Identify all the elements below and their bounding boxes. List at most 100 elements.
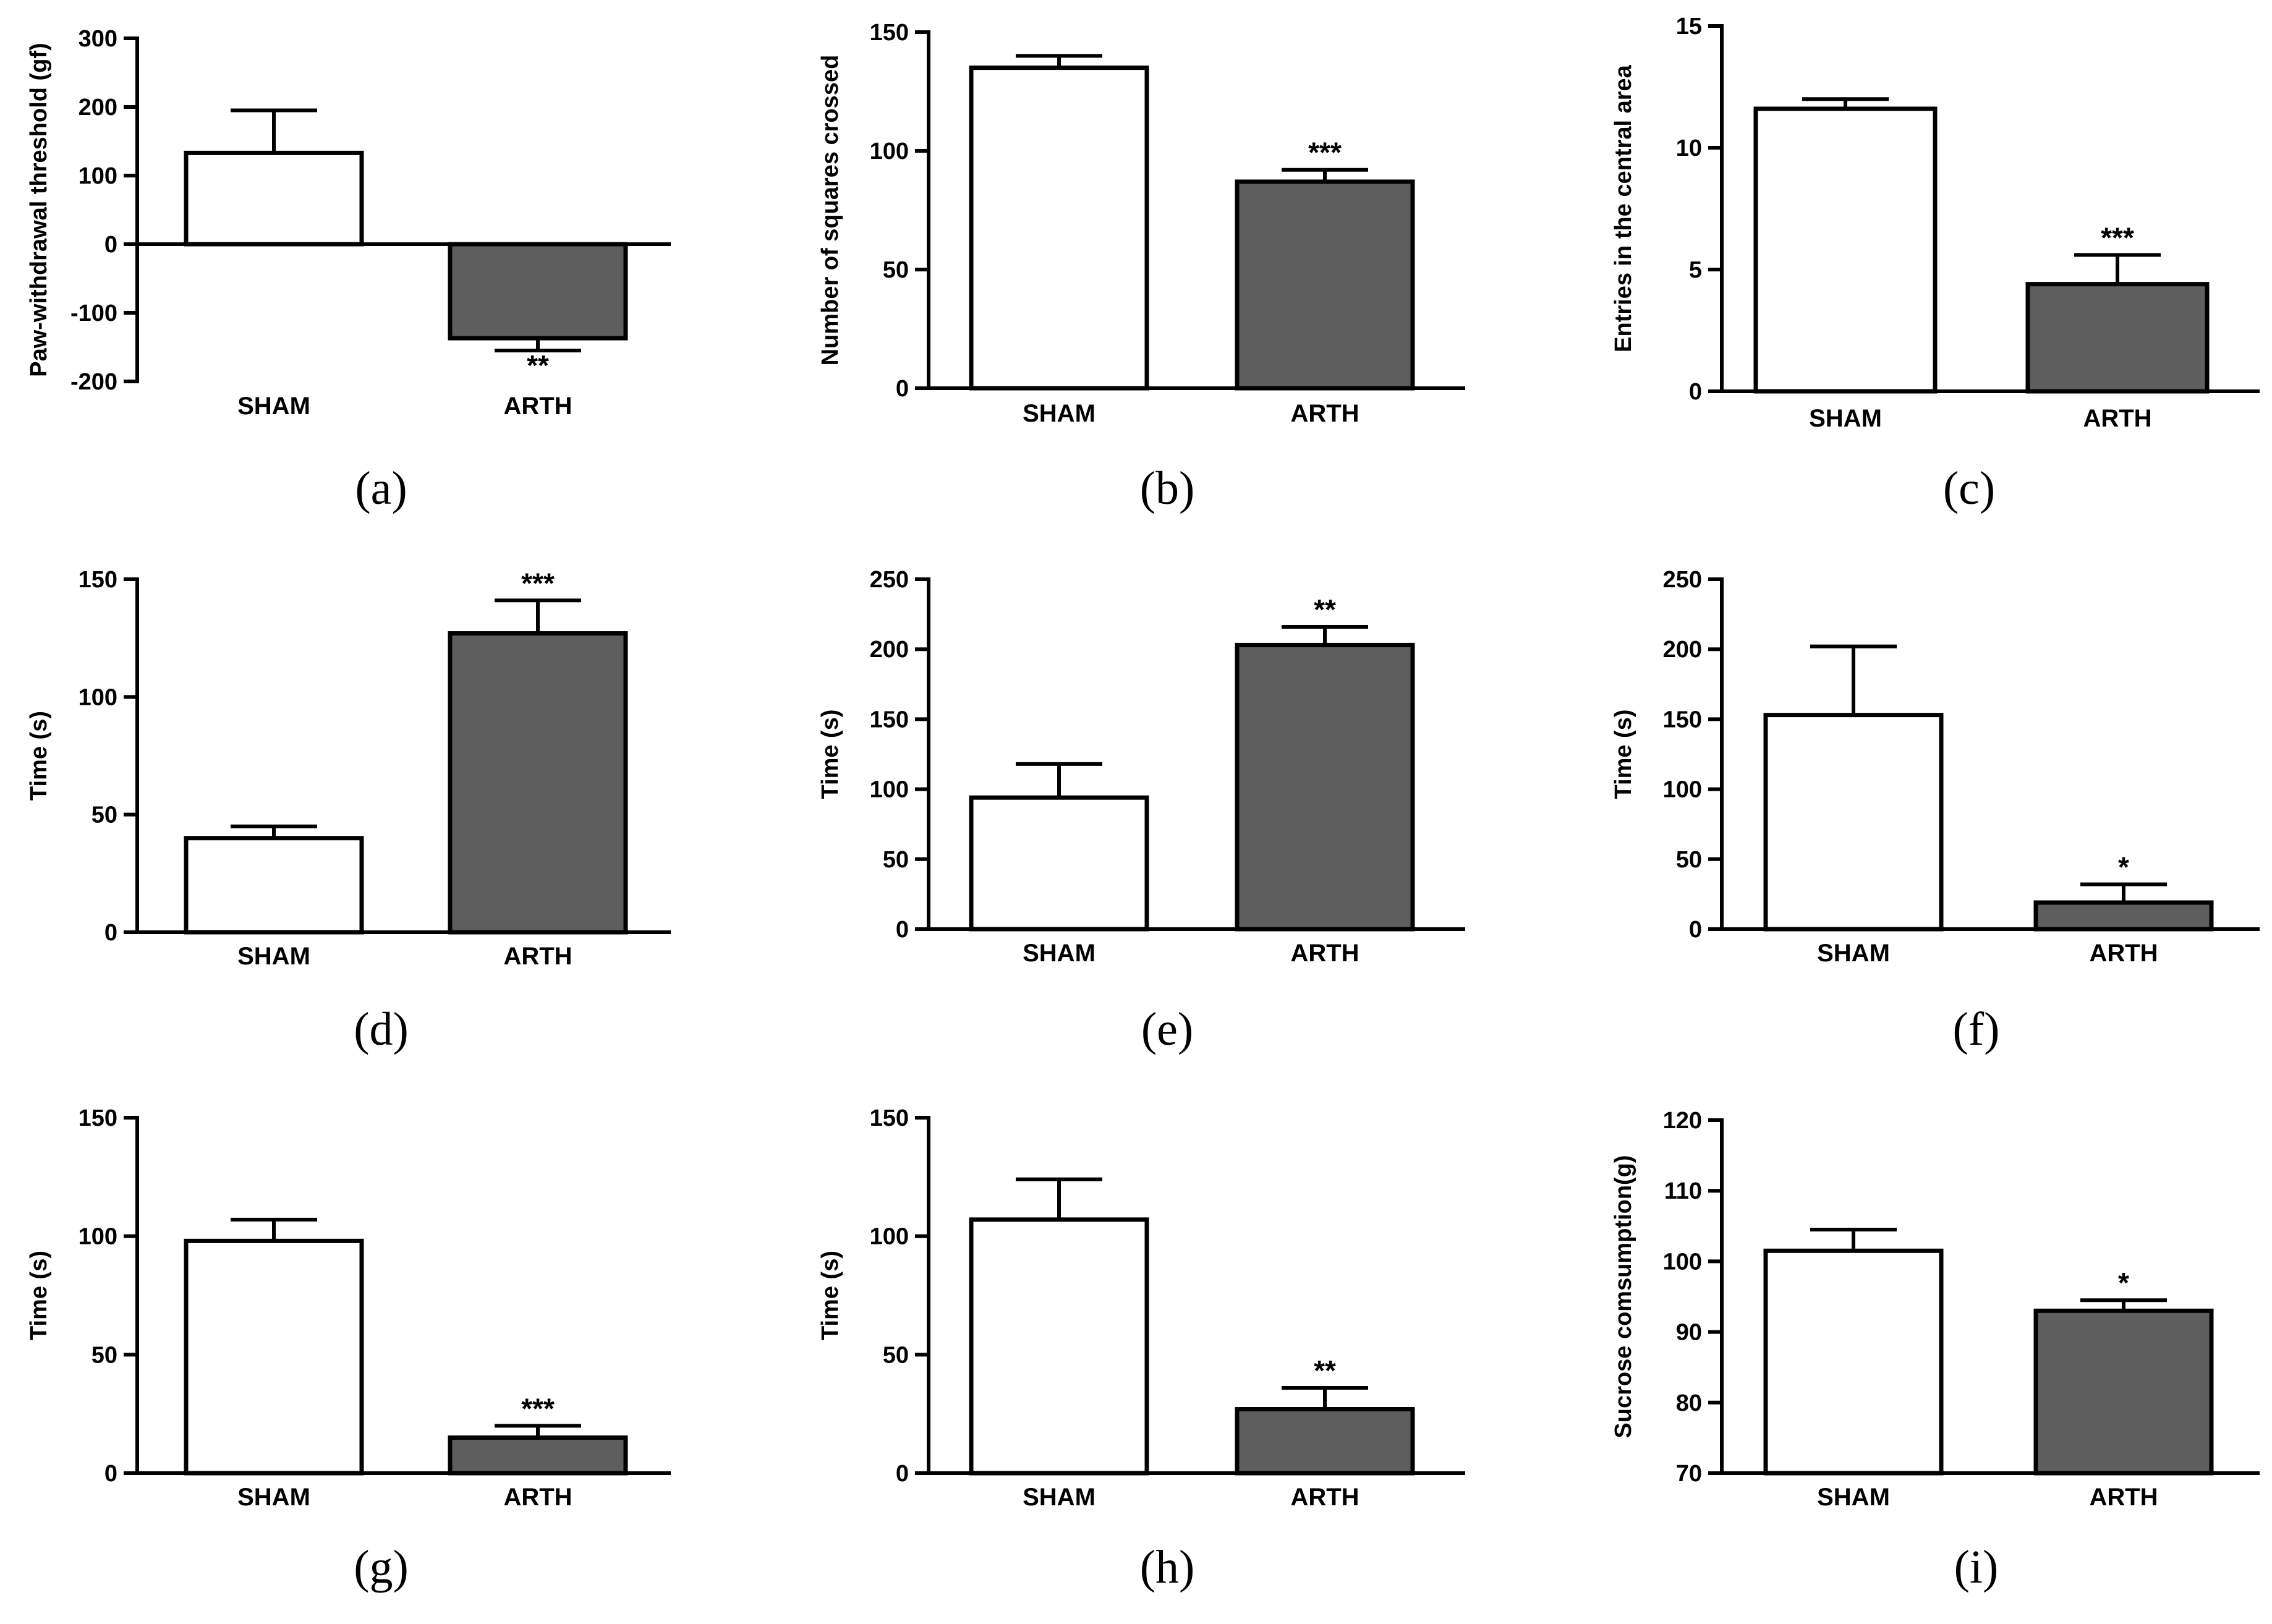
significance-marker: ** (1314, 593, 1336, 626)
significance-marker: *** (1308, 137, 1342, 169)
y-axis-title: Sucrose comsumption(g) (1610, 1155, 1636, 1438)
y-axis-title: Time (s) (26, 711, 52, 801)
bar-sham (969, 1217, 1149, 1476)
category-label-sham: SHAM (1023, 940, 1096, 967)
y-tick-label: 50 (883, 847, 909, 873)
category-label-arth: ARTH (2089, 1484, 2158, 1511)
y-tick-label: 0 (896, 376, 909, 402)
bar-arth (448, 242, 628, 341)
y-tick-label: -200 (70, 369, 117, 395)
y-tick-label: 10 (1676, 135, 1702, 161)
bar-sham (1763, 713, 1944, 932)
category-label-sham: SHAM (237, 943, 310, 970)
y-tick-label: 100 (870, 1224, 909, 1250)
category-label-arth: ARTH (503, 1484, 572, 1511)
y-axis-title: Number of squares crossed (817, 55, 843, 366)
chart-panel-g: *** 0 50 100 150 SHAM ARTH Time (s) (g) (26, 1105, 671, 1593)
y-tick-label: 50 (883, 257, 909, 283)
y-tick-label: 0 (104, 920, 117, 946)
y-tick-label: 200 (79, 95, 117, 121)
y-tick-label: 0 (896, 917, 909, 943)
category-label-arth: ARTH (1290, 940, 1359, 967)
y-axis-title: Time (s) (817, 709, 843, 799)
category-label-sham: SHAM (1817, 1484, 1890, 1511)
y-tick-label: 50 (883, 1342, 909, 1368)
category-label-sham: SHAM (237, 1484, 310, 1511)
chart-panel-d: *** 0 50 100 150 SHAM ARTH Time (s) (d) (26, 567, 671, 1055)
panel-label: (a) (355, 462, 407, 514)
chart-panel-i: * 70 80 90 100 110 120 SHAM ARTH Sucrose comsumpt… (1610, 1108, 2260, 1593)
category-label-arth: ARTH (503, 943, 572, 970)
y-tick-label: 150 (870, 707, 909, 733)
y-tick-label: 100 (79, 1224, 117, 1250)
category-label-sham: SHAM (1023, 1484, 1096, 1511)
y-tick-label: 50 (91, 1342, 117, 1368)
y-axis-title: Time (s) (1610, 709, 1636, 799)
bar-arth (448, 631, 628, 935)
y-axis-title: Time (s) (817, 1251, 843, 1340)
y-tick-label: 15 (1676, 14, 1702, 40)
y-tick-label: 150 (1663, 707, 1702, 733)
bar-sham (1753, 106, 1938, 394)
significance-marker: ** (1314, 1354, 1336, 1387)
y-tick-label: 70 (1676, 1461, 1702, 1487)
bar-arth (2025, 282, 2210, 394)
y-tick-label: 150 (870, 20, 909, 46)
y-tick-label: 100 (870, 138, 909, 164)
category-label-sham: SHAM (1809, 405, 1882, 432)
y-tick-label: 200 (870, 637, 909, 663)
chart-panel-f: * 0 50 100 150 200 250 SHAM ARTH Time (s) (f) (1610, 567, 2260, 1055)
panel-label: (i) (1954, 1541, 1999, 1593)
significance-marker: *** (2101, 221, 2134, 253)
y-tick-label: 150 (79, 1105, 117, 1131)
y-tick-label: 0 (1689, 379, 1702, 405)
y-tick-label: 150 (870, 1105, 909, 1131)
bar-arth (1235, 179, 1415, 391)
y-tick-label: 300 (79, 26, 117, 52)
y-axis-title: Time (s) (26, 1251, 52, 1340)
y-tick-label: 0 (1689, 917, 1702, 943)
y-axis-title: Entries in the central area (1610, 64, 1636, 352)
y-tick-label: 0 (896, 1461, 909, 1487)
bar-sham (184, 1238, 364, 1476)
bar-arth (1235, 1407, 1415, 1476)
bar-sham (184, 836, 364, 935)
significance-marker: *** (521, 567, 555, 599)
category-label-arth: ARTH (2089, 940, 2158, 967)
y-tick-label: 5 (1689, 257, 1702, 283)
panel-label: (b) (1140, 462, 1195, 514)
category-label-arth: ARTH (1290, 400, 1359, 427)
chart-panel-a: ** -200 -100 0 100 200 300 SHAM ARTH Paw-withdraw… (26, 26, 671, 514)
significance-marker: * (2118, 1267, 2129, 1299)
chart-panel-e: ** 0 50 100 150 200 250 SHAM ARTH Time (s) (e) (817, 567, 1465, 1055)
bar-sham (969, 66, 1149, 391)
panel-label: (g) (354, 1541, 409, 1593)
significance-marker: *** (521, 1392, 555, 1424)
category-label-arth: ARTH (2083, 405, 2151, 432)
y-tick-label: 100 (1663, 777, 1702, 803)
category-label-sham: SHAM (237, 393, 310, 420)
category-label-sham: SHAM (1023, 400, 1096, 427)
y-tick-label: 100 (79, 684, 117, 710)
y-tick-label: 0 (104, 232, 117, 258)
chart-panel-h: ** 0 50 100 150 SHAM ARTH Time (s) (h) (817, 1105, 1465, 1593)
category-label-sham: SHAM (1817, 940, 1890, 967)
y-tick-label: 100 (1663, 1249, 1702, 1275)
y-tick-label: 90 (1676, 1320, 1702, 1346)
y-tick-label: 150 (79, 567, 117, 593)
category-label-arth: ARTH (1290, 1484, 1359, 1511)
y-tick-label: 100 (79, 163, 117, 189)
y-axis-title: Paw-withdrawal threshold (gf) (26, 43, 52, 376)
category-label-arth: ARTH (503, 393, 572, 420)
panel-label: (e) (1141, 1003, 1193, 1055)
y-tick-label: 250 (1663, 567, 1702, 593)
y-tick-label: -100 (70, 300, 117, 326)
bar-arth (1235, 642, 1415, 932)
significance-marker: ** (527, 349, 549, 381)
chart-panel-c: *** 0 5 10 15 SHAM ARTH Entries in the central … (1610, 14, 2260, 514)
y-tick-label: 200 (1663, 637, 1702, 663)
panel-label: (d) (354, 1003, 409, 1055)
bar-arth (2033, 1308, 2214, 1476)
y-tick-label: 250 (870, 567, 909, 593)
